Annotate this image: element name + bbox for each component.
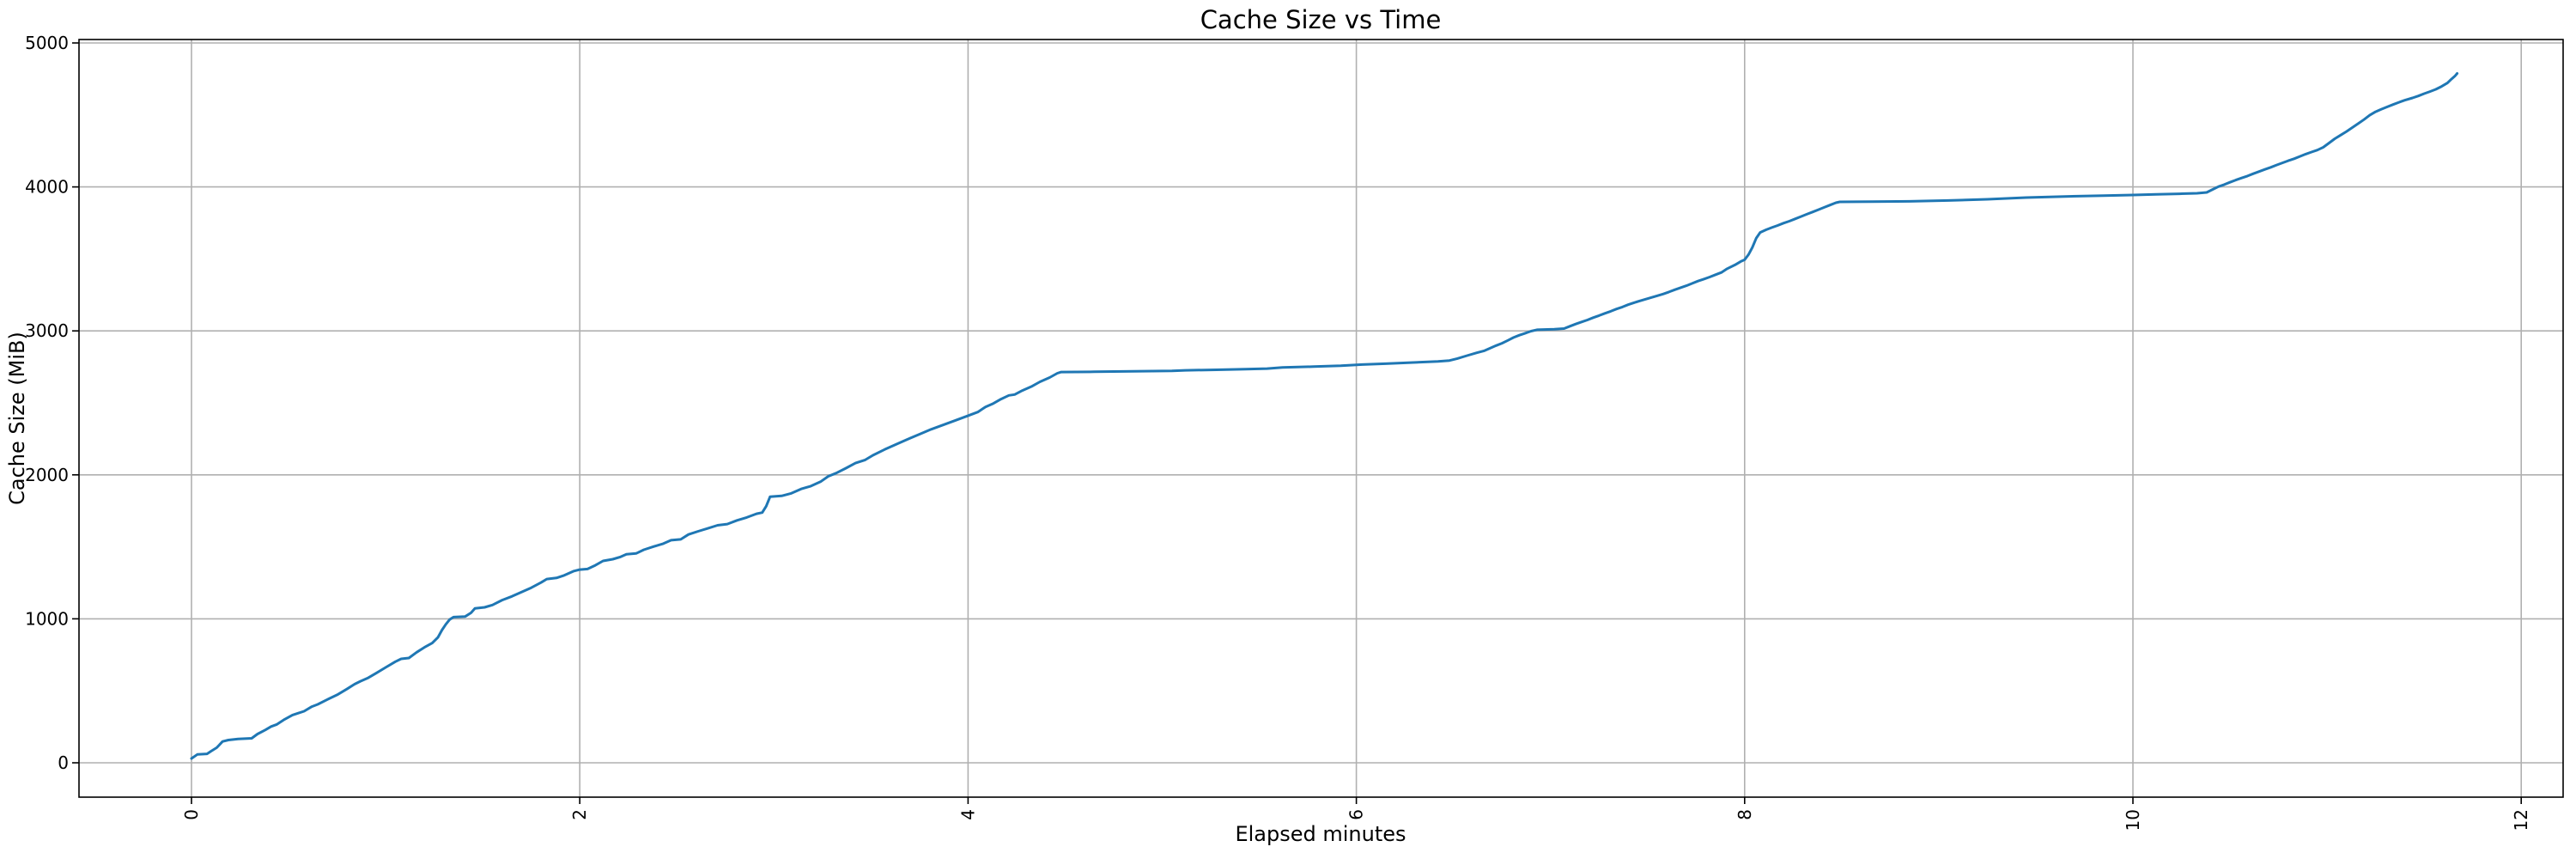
cache-size-line xyxy=(190,72,2459,760)
x-tick-label: 6 xyxy=(1346,809,1367,820)
line-layer xyxy=(190,72,2459,760)
y-tick-label: 5000 xyxy=(25,33,69,53)
y-tick-label: 3000 xyxy=(25,320,69,341)
y-tick-label: 1000 xyxy=(25,608,69,629)
y-tick-label: 2000 xyxy=(25,465,69,485)
x-tick-label: 0 xyxy=(181,809,202,820)
y-axis-label: Cache Size (MiB) xyxy=(5,332,29,505)
x-tick-label: 8 xyxy=(1735,809,1755,820)
chart-title: Cache Size vs Time xyxy=(1200,5,1442,34)
tick-layer xyxy=(72,42,2522,804)
x-tick-label: 4 xyxy=(957,809,978,820)
y-tick-label: 4000 xyxy=(25,177,69,198)
tick-label-layer: 0 2 4 6 8 10 12 0 1000 2000 3000 4000 5000 xyxy=(25,33,2531,831)
y-tick-label: 0 xyxy=(58,752,69,773)
plot-border xyxy=(78,39,2564,798)
x-tick-label: 12 xyxy=(2511,809,2531,831)
x-tick-label: 2 xyxy=(569,809,590,820)
grid-layer xyxy=(79,40,2563,797)
x-tick-label: 10 xyxy=(2123,809,2143,831)
x-axis-label: Elapsed minutes xyxy=(1235,822,1406,846)
